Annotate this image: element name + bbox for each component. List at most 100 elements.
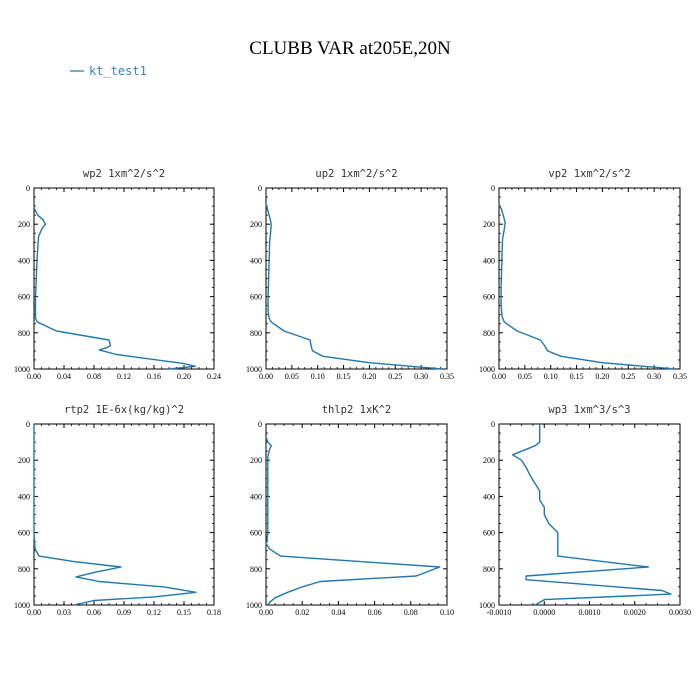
y-tick-label: 400 xyxy=(483,492,495,501)
legend: kt_test1 xyxy=(70,64,147,78)
x-tick-label: 0.08 xyxy=(87,372,101,381)
y-tick-label: 400 xyxy=(18,492,30,501)
x-tick-label: 0.00 xyxy=(27,372,41,381)
y-tick-label: 600 xyxy=(18,293,30,302)
x-tick-label: 0.16 xyxy=(147,372,161,381)
y-tick-label: 800 xyxy=(18,565,30,574)
panel-5: thlp2 1xK^2 0.00 0.02 0.04 0.06 0.08 0.10 0 200 4… xyxy=(246,404,454,617)
y-tick-label: 1000 xyxy=(479,365,495,374)
y-tick-label: 0 xyxy=(26,420,30,429)
x-tick-label: 0.30 xyxy=(414,372,428,381)
panel-4: rtp2 1E-6x(kg/kg)^2 0.00 0.03 0.06 0.09 0.12 0… xyxy=(14,404,221,617)
y-tick-label: 200 xyxy=(18,456,30,465)
x-tick-label: 0.15 xyxy=(570,372,584,381)
series-line xyxy=(33,205,196,370)
y-tick-label: 0 xyxy=(258,184,262,193)
series-line xyxy=(265,204,442,370)
y-tick-label: 400 xyxy=(250,256,262,265)
y-tick-label: 600 xyxy=(483,529,495,538)
plot-frame xyxy=(265,187,448,370)
series-line xyxy=(511,424,672,606)
y-tick-label: 800 xyxy=(250,329,262,338)
x-tick-label: 0.18 xyxy=(207,608,221,617)
x-tick-label: 0.25 xyxy=(621,372,635,381)
y-tick-label: 200 xyxy=(483,220,495,229)
x-tick-label: 0.15 xyxy=(337,372,351,381)
x-tick-label: 0.35 xyxy=(440,372,454,381)
y-tick-label: 0 xyxy=(491,184,495,193)
x-tick-label: 0.10 xyxy=(544,372,558,381)
panel-1: wp2 1xm^2/s^2 0.00 0.04 0.08 0.12 0.16 0.20 0.2… xyxy=(14,168,221,381)
x-tick-label: 0.00 xyxy=(27,608,41,617)
x-tick-label: 0.15 xyxy=(177,608,191,617)
x-tick-label: 0.05 xyxy=(285,372,299,381)
y-tick-label: 0 xyxy=(26,184,30,193)
series-line xyxy=(265,436,441,606)
x-tick-label: 0.0000 xyxy=(533,608,555,617)
plot-frame xyxy=(265,423,448,606)
plot-frame xyxy=(498,187,681,370)
x-tick-label: 0.0020 xyxy=(624,608,646,617)
x-tick-label: 0.08 xyxy=(404,608,418,617)
plot-frame xyxy=(33,423,215,606)
series-line xyxy=(33,424,197,606)
x-tick-label: 0.24 xyxy=(207,372,221,381)
x-tick-label: 0.20 xyxy=(177,372,191,381)
y-tick-label: 400 xyxy=(18,256,30,265)
x-tick-label: -0.0010 xyxy=(487,608,512,617)
x-tick-label: 0.12 xyxy=(117,372,131,381)
panel-title: up2 1xm^2/s^2 xyxy=(315,168,397,180)
x-tick-label: 0.04 xyxy=(57,372,71,381)
panel-title: thlp2 1xK^2 xyxy=(322,404,392,416)
series-line xyxy=(498,203,675,370)
x-tick-label: 0.05 xyxy=(518,372,532,381)
x-tick-label: 0.09 xyxy=(117,608,131,617)
x-tick-label: 0.20 xyxy=(362,372,376,381)
panel-title: rtp2 1E-6x(kg/kg)^2 xyxy=(64,404,184,416)
y-tick-label: 200 xyxy=(250,220,262,229)
y-tick-label: 1000 xyxy=(246,365,262,374)
y-tick-label: 0 xyxy=(491,420,495,429)
y-tick-label: 400 xyxy=(250,492,262,501)
y-tick-label: 1000 xyxy=(14,365,30,374)
x-tick-label: 0.04 xyxy=(331,608,345,617)
panel-3: vp2 1xm^2/s^2 0.00 0.05 0.10 0.15 0.20 0.25 0.3… xyxy=(479,168,687,381)
panel-2: up2 1xm^2/s^2 0.00 0.05 0.10 0.15 0.20 0.25 0.3… xyxy=(246,168,454,381)
x-tick-label: 0.00 xyxy=(259,372,273,381)
x-tick-label: 0.35 xyxy=(673,372,687,381)
figure-title: CLUBB VAR at205E,20N xyxy=(249,38,451,59)
plot-frame xyxy=(33,187,215,370)
x-tick-label: 0.06 xyxy=(368,608,382,617)
legend-label: kt_test1 xyxy=(89,64,147,78)
y-tick-label: 800 xyxy=(483,329,495,338)
y-tick-label: 600 xyxy=(18,529,30,538)
panel-title: wp3 1xm^3/s^3 xyxy=(548,404,630,416)
y-tick-label: 600 xyxy=(250,293,262,302)
y-tick-label: 0 xyxy=(258,420,262,429)
x-tick-label: 0.0010 xyxy=(579,608,601,617)
y-tick-label: 200 xyxy=(250,456,262,465)
y-tick-label: 800 xyxy=(250,565,262,574)
panel-6: wp3 1xm^3/s^3 -0.0010 0.0000 0.0010 0.0020 0.… xyxy=(479,404,691,617)
y-tick-label: 1000 xyxy=(14,601,30,610)
y-tick-label: 400 xyxy=(483,256,495,265)
y-tick-label: 200 xyxy=(483,456,495,465)
x-tick-label: 0.00 xyxy=(259,608,273,617)
panels: wp2 1xm^2/s^2 0.00 0.04 0.08 0.12 0.16 0.20 0.2… xyxy=(14,168,691,617)
y-tick-label: 600 xyxy=(483,293,495,302)
x-tick-label: 0.10 xyxy=(440,608,454,617)
y-tick-label: 1000 xyxy=(479,601,495,610)
y-tick-label: 200 xyxy=(18,220,30,229)
x-tick-label: 0.02 xyxy=(295,608,309,617)
y-tick-label: 600 xyxy=(250,529,262,538)
x-tick-label: 0.0030 xyxy=(669,608,691,617)
x-tick-label: 0.06 xyxy=(87,608,101,617)
x-tick-label: 0.03 xyxy=(57,608,71,617)
x-tick-label: 0.00 xyxy=(492,372,506,381)
y-tick-label: 1000 xyxy=(246,601,262,610)
x-tick-label: 0.20 xyxy=(595,372,609,381)
x-tick-label: 0.30 xyxy=(647,372,661,381)
x-tick-label: 0.10 xyxy=(311,372,325,381)
x-tick-label: 0.12 xyxy=(147,608,161,617)
